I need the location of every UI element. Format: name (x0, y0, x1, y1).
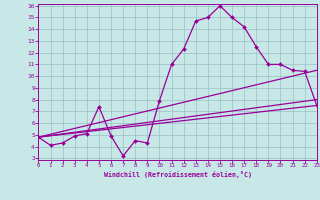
X-axis label: Windchill (Refroidissement éolien,°C): Windchill (Refroidissement éolien,°C) (104, 171, 252, 178)
